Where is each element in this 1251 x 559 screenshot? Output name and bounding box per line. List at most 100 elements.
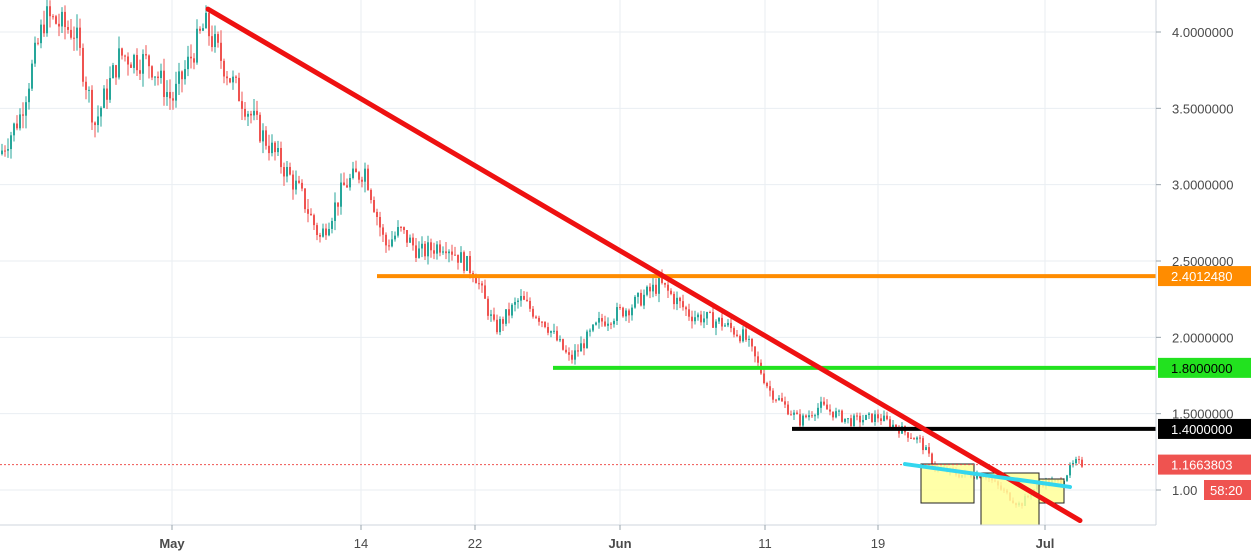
candle-body <box>646 286 648 295</box>
candle-body <box>754 346 756 357</box>
candle-body <box>493 314 495 320</box>
candle-body <box>907 432 909 438</box>
candle-body <box>28 88 30 103</box>
candle-body <box>832 411 834 418</box>
candle-body <box>1069 465 1071 476</box>
candle-body <box>823 401 825 405</box>
x-tick-label: May <box>159 536 185 551</box>
candle-body <box>304 188 306 210</box>
candle-body <box>430 242 432 251</box>
candle-body <box>730 322 732 329</box>
candle-body <box>58 23 60 27</box>
candle-body <box>439 244 441 253</box>
candle-body <box>643 294 645 306</box>
candle-body <box>865 414 867 420</box>
candle-body <box>178 71 180 84</box>
candle-body <box>370 189 372 200</box>
candle-body <box>880 418 882 421</box>
candle-body <box>724 325 726 327</box>
candle-body <box>124 55 126 57</box>
candle-body <box>229 78 231 83</box>
candle-body <box>667 284 669 291</box>
candle-body <box>742 329 744 342</box>
candle-body <box>97 116 99 126</box>
candle-body <box>919 437 921 439</box>
candle-body <box>703 318 705 323</box>
candle-body <box>460 252 462 263</box>
candle-body <box>841 410 843 422</box>
candle-body <box>664 282 666 285</box>
candle-body <box>16 123 18 129</box>
candle-body <box>922 438 924 451</box>
candle-body <box>109 78 111 100</box>
y-tick-label: 3.5000000 <box>1172 101 1233 116</box>
candle-body <box>82 47 84 82</box>
candle-body <box>517 300 519 302</box>
horizontal-levels <box>0 274 1156 466</box>
candle-body <box>163 70 165 97</box>
y-tick-label: 3.0000000 <box>1172 178 1233 193</box>
candle-body <box>1078 459 1080 461</box>
candle-body <box>151 66 153 78</box>
candle-body <box>895 424 897 429</box>
candle-body <box>649 286 651 292</box>
candle-body <box>208 12 210 37</box>
candle-body <box>736 334 738 337</box>
candle-body <box>169 92 171 99</box>
candle-body <box>544 321 546 328</box>
level-price-tag-text: 1.8000000 <box>1171 361 1232 376</box>
x-tick-label: 14 <box>354 536 368 551</box>
candle-body <box>697 314 699 318</box>
candle-body <box>283 167 285 177</box>
candle-body <box>22 114 24 116</box>
candle-body <box>4 150 6 152</box>
candle-body <box>154 76 156 78</box>
y-tick-label: 4.0000000 <box>1172 25 1233 40</box>
candle-body <box>202 28 204 31</box>
candle-body <box>520 295 522 301</box>
candle-body <box>652 284 654 292</box>
candle-body <box>721 317 723 327</box>
level-price-tag-text: 1.4000000 <box>1171 422 1232 437</box>
candle-body <box>55 16 57 24</box>
candle-body <box>808 415 810 418</box>
candle-body <box>394 235 396 240</box>
candle-body <box>778 398 780 400</box>
candle-body <box>403 227 405 231</box>
candle-body <box>412 237 414 246</box>
candle-body <box>76 27 78 39</box>
candle-body <box>40 24 42 44</box>
candle-body <box>769 386 771 391</box>
candle-body <box>850 418 852 426</box>
candle-body <box>184 69 186 80</box>
candle-body <box>91 89 93 123</box>
candle-body <box>676 297 678 305</box>
candle-body <box>793 412 795 415</box>
candle-body <box>94 122 96 126</box>
candle-body <box>475 277 477 284</box>
candle-body <box>580 343 582 352</box>
candle-body <box>886 415 888 420</box>
candle-body <box>190 56 192 59</box>
candle-body <box>64 11 66 28</box>
candle-body <box>199 28 201 31</box>
candle-body <box>532 308 534 317</box>
candle-body <box>844 418 846 422</box>
candle-body <box>145 54 147 56</box>
candle-body <box>436 244 438 254</box>
candle-body <box>529 300 531 309</box>
candle-body <box>289 166 291 175</box>
candle-body <box>100 107 102 117</box>
candle-body <box>505 309 507 324</box>
candle-body <box>274 142 276 153</box>
candle-body <box>811 415 813 417</box>
candle-body <box>193 58 195 63</box>
candle-body <box>514 301 516 305</box>
candle-body <box>352 168 354 178</box>
candle-body <box>121 48 123 56</box>
candle-body <box>397 226 399 236</box>
price-tags: 2.4012480 1.8000000 1.4000000 1.1663803 58:2… <box>1158 266 1251 500</box>
candle-body <box>31 63 33 89</box>
candle-body <box>262 130 264 142</box>
